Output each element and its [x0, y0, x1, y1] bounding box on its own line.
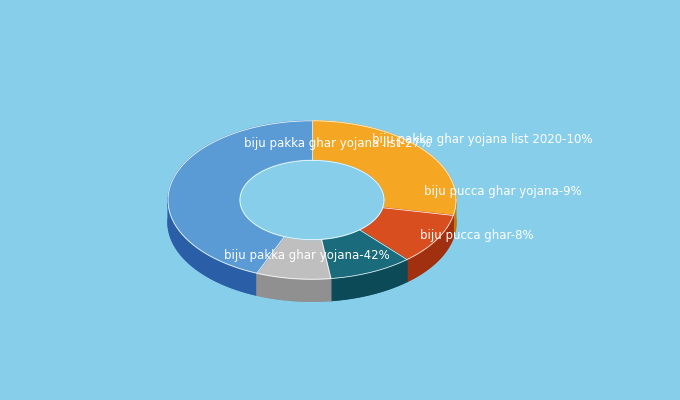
Polygon shape — [257, 236, 330, 279]
Text: biju pucca ghar yojana-9%: biju pucca ghar yojana-9% — [424, 186, 582, 198]
Polygon shape — [322, 230, 407, 278]
Polygon shape — [360, 208, 383, 252]
Polygon shape — [322, 230, 360, 261]
Polygon shape — [257, 258, 330, 301]
Polygon shape — [330, 260, 407, 300]
Polygon shape — [360, 208, 454, 260]
Polygon shape — [383, 198, 384, 230]
Polygon shape — [240, 198, 284, 258]
Text: biju pucca ghar-8%: biju pucca ghar-8% — [420, 230, 534, 242]
Polygon shape — [168, 197, 257, 295]
Polygon shape — [312, 121, 456, 216]
Polygon shape — [454, 196, 456, 238]
Polygon shape — [383, 218, 456, 238]
Polygon shape — [322, 252, 407, 300]
Text: biju pakka ghar yojana-42%: biju pakka ghar yojana-42% — [224, 250, 390, 262]
Polygon shape — [257, 273, 330, 301]
Polygon shape — [168, 121, 312, 273]
Text: biju pakka ghar yojana list-27%: biju pakka ghar yojana list-27% — [244, 138, 431, 150]
Polygon shape — [284, 236, 322, 262]
Polygon shape — [407, 216, 454, 282]
Text: biju pakka ghar yojana list 2020-10%: biju pakka ghar yojana list 2020-10% — [372, 134, 592, 146]
Polygon shape — [360, 230, 454, 282]
Polygon shape — [168, 219, 284, 295]
Polygon shape — [240, 160, 384, 240]
